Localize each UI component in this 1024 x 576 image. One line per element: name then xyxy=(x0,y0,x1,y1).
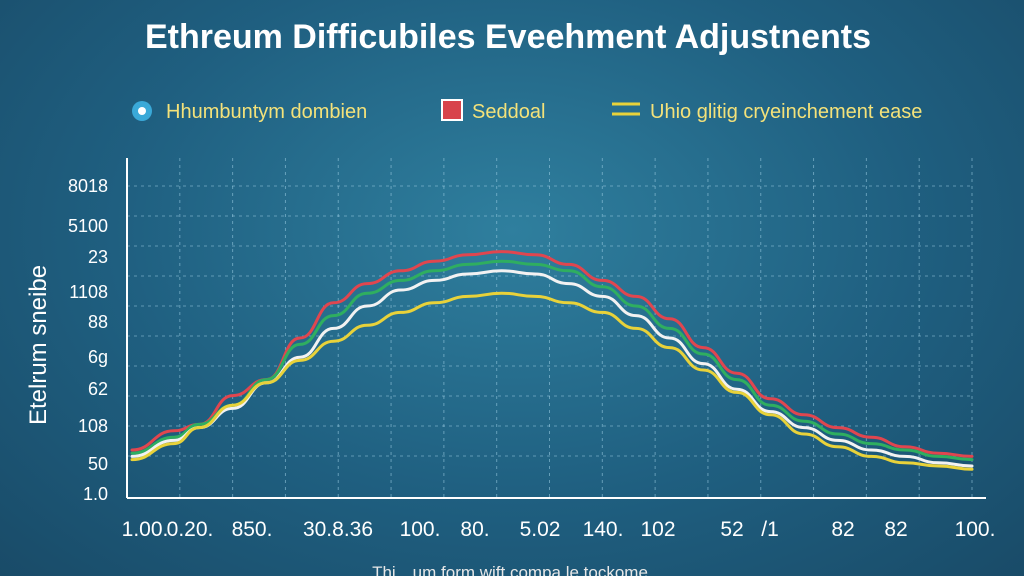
y-tick-label: 6g xyxy=(88,347,108,367)
legend-item: Hhumbuntym dombien xyxy=(132,101,367,123)
y-tick-label: 62 xyxy=(88,379,108,399)
x-tick-label: 5.02 xyxy=(520,518,561,541)
legend: Hhumbuntym dombien Seddoal Uhio glitig c… xyxy=(132,99,922,123)
legend-icon-circle-inner xyxy=(138,107,146,115)
x-tick-label: 140. xyxy=(583,518,624,541)
series-line-2 xyxy=(130,259,974,462)
x-tick-label: 80. xyxy=(460,518,489,541)
legend-label-1: Hhumbuntym dombien xyxy=(166,101,367,123)
y-tick-label: 1.0 xyxy=(83,484,108,504)
y-axis-label: Etelrum sneibe xyxy=(25,265,52,425)
y-tick-label: 23 xyxy=(88,247,108,267)
legend-item: Uhio glitig cryeinchement ease xyxy=(612,101,922,123)
legend-item: Seddoal xyxy=(441,99,545,123)
y-tick-label: 5100 xyxy=(68,216,108,236)
legend-label-2: Seddoal xyxy=(472,101,545,123)
y-ticks: 8018 5100 23 1108 88 6g 62 108 50 1.0 xyxy=(68,176,108,504)
x-tick-label: 1.00. xyxy=(122,518,169,541)
x-tick-label: 30.8.36 xyxy=(303,518,373,541)
x-tick-label: 0.20. xyxy=(167,518,214,541)
x-tick-label: 82 xyxy=(884,518,907,541)
y-tick-label: 108 xyxy=(78,416,108,436)
x-tick-label: 100. xyxy=(400,518,441,541)
y-tick-label: 50 xyxy=(88,454,108,474)
x-tick-label: 850. xyxy=(232,518,273,541)
axes xyxy=(126,158,986,499)
x-tick-label: 102 xyxy=(640,518,675,541)
chart-title: Ethreum Difficubiles Eveehment Adjustnen… xyxy=(145,18,871,56)
y-tick-label: 1108 xyxy=(69,282,108,302)
legend-icon-square xyxy=(441,99,463,121)
series xyxy=(130,250,974,471)
x-tick-label: /1 xyxy=(761,518,779,541)
y-tick-label: 88 xyxy=(88,312,108,332)
series-line-1 xyxy=(130,250,974,458)
x-tick-label: 52 xyxy=(720,518,743,541)
series-line-4 xyxy=(130,291,974,471)
legend-label-3: Uhio glitig cryeinchement ease xyxy=(650,101,922,123)
x-tick-label: 100. xyxy=(955,518,996,541)
y-tick-label: 8018 xyxy=(68,176,108,196)
x-axis-label: Thi…um form wift compa le tockome xyxy=(372,563,648,576)
x-ticks: 1.00.0.20. 850. 30.8.36 100. 80. 5.02 140. 102 5… xyxy=(122,518,996,541)
x-tick-label: 82 xyxy=(831,518,854,541)
